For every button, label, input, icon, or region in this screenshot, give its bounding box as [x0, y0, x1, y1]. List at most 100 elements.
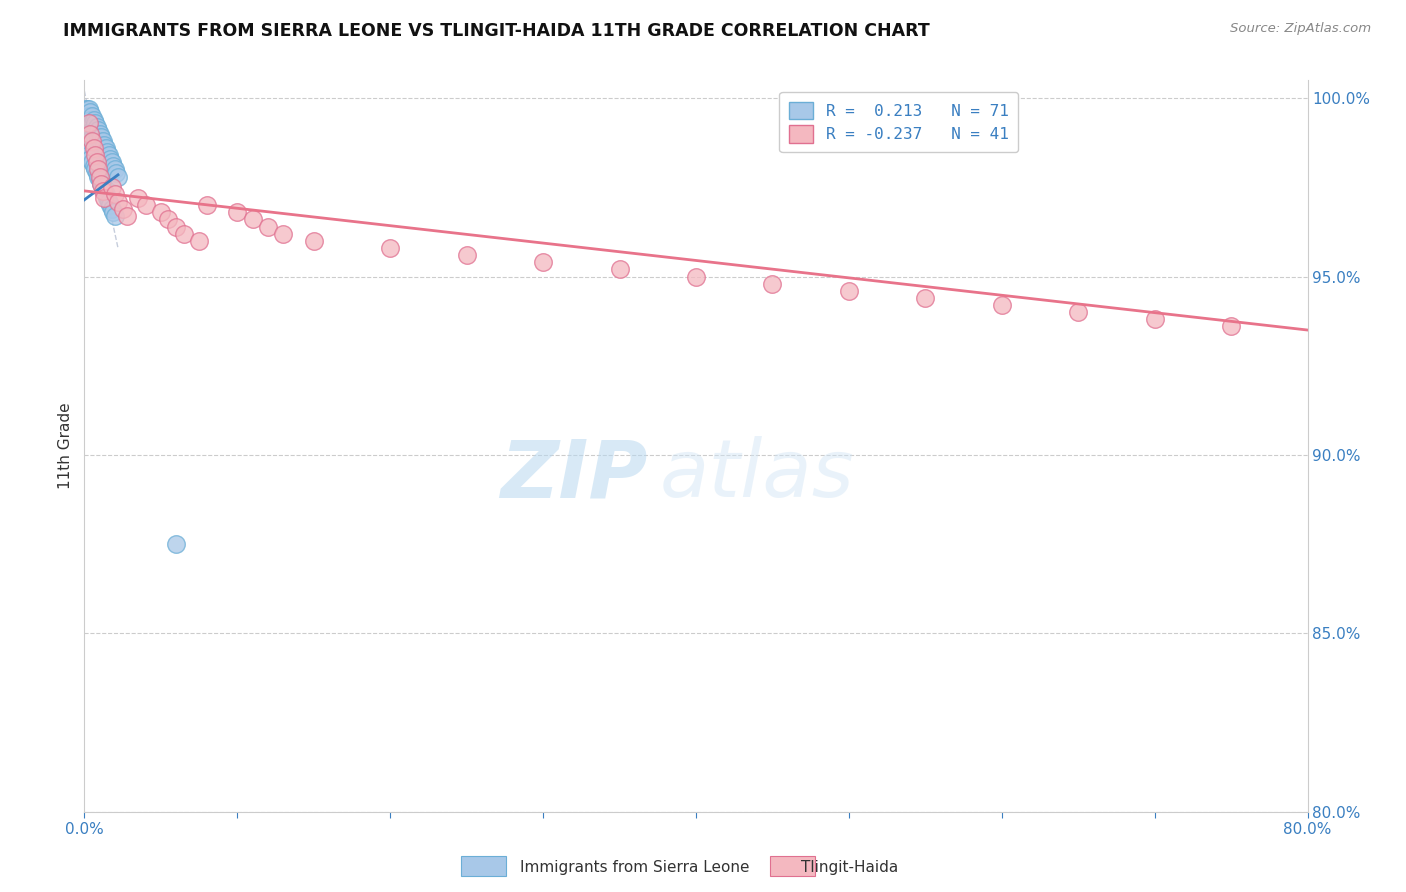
Point [76, 145, 98, 159]
Point [89, 173, 111, 187]
Point [91, 134, 114, 148]
Point [135, 198, 157, 212]
Point [97, 148, 120, 162]
Point [127, 191, 149, 205]
Point [75, 116, 97, 130]
Text: Immigrants from Sierra Leone: Immigrants from Sierra Leone [520, 860, 749, 874]
Point [89, 134, 111, 148]
Point [96, 191, 118, 205]
Point [84, 123, 107, 137]
Point [87, 123, 110, 137]
Point [96, 145, 118, 159]
Y-axis label: 11th Grade: 11th Grade [58, 402, 73, 490]
Point [111, 202, 134, 216]
Point [79, 120, 101, 134]
Point [80, 134, 103, 148]
Point [83, 141, 105, 155]
Point [101, 155, 124, 169]
Point [80, 109, 103, 123]
Point [104, 187, 127, 202]
Point [90, 177, 112, 191]
Point [76, 116, 98, 130]
Point [80, 116, 103, 130]
Point [271, 227, 294, 241]
Point [79, 105, 101, 120]
Point [157, 212, 180, 227]
Point [104, 162, 127, 177]
Point [87, 162, 110, 177]
Point [83, 127, 105, 141]
Point [103, 159, 125, 173]
Point [914, 291, 936, 305]
Point [79, 127, 101, 141]
Point [165, 537, 187, 551]
Point [94, 187, 117, 202]
Point [84, 148, 107, 162]
Point [91, 141, 114, 155]
Point [91, 180, 114, 194]
Point [75, 123, 97, 137]
Point [1220, 319, 1243, 334]
Point [90, 137, 112, 152]
Point [302, 234, 325, 248]
Point [80, 130, 103, 145]
Point [89, 127, 111, 141]
Point [76, 123, 98, 137]
Point [685, 269, 707, 284]
Point [77, 116, 100, 130]
Point [173, 227, 195, 241]
Point [75, 102, 97, 116]
Point [83, 159, 105, 173]
Point [90, 177, 112, 191]
Point [761, 277, 783, 291]
Point [97, 194, 120, 209]
Point [98, 152, 121, 166]
Point [609, 262, 631, 277]
Point [77, 123, 100, 137]
Point [91, 184, 114, 198]
Text: ZIP: ZIP [499, 436, 647, 515]
Point [98, 198, 121, 212]
Point [531, 255, 554, 269]
Point [79, 127, 101, 141]
Point [77, 137, 100, 152]
Point [76, 102, 98, 116]
FancyBboxPatch shape [770, 856, 815, 876]
Point [84, 116, 107, 130]
Point [93, 137, 115, 152]
Point [84, 130, 107, 145]
Point [257, 219, 280, 234]
Point [188, 234, 211, 248]
Point [84, 162, 107, 177]
Text: Source: ZipAtlas.com: Source: ZipAtlas.com [1230, 22, 1371, 36]
Point [1143, 312, 1166, 326]
Point [104, 209, 127, 223]
Point [149, 205, 172, 219]
Point [76, 137, 98, 152]
Point [103, 205, 125, 219]
Point [75, 134, 97, 148]
Text: Tlingit-Haida: Tlingit-Haida [801, 860, 898, 874]
Point [80, 123, 103, 137]
Point [115, 209, 138, 223]
Point [226, 205, 249, 219]
FancyBboxPatch shape [461, 856, 506, 876]
Point [79, 152, 101, 166]
Point [86, 155, 108, 169]
Point [107, 194, 129, 209]
Text: IMMIGRANTS FROM SIERRA LEONE VS TLINGIT-HAIDA 11TH GRADE CORRELATION CHART: IMMIGRANTS FROM SIERRA LEONE VS TLINGIT-… [63, 22, 929, 40]
Point [86, 166, 108, 180]
Point [87, 130, 110, 145]
Point [991, 298, 1014, 312]
Point [86, 120, 108, 134]
Point [76, 130, 98, 145]
Point [93, 184, 115, 198]
Point [94, 141, 117, 155]
Point [77, 109, 100, 123]
Point [86, 127, 108, 141]
Point [83, 120, 105, 134]
Point [101, 202, 124, 216]
Point [165, 219, 187, 234]
Point [77, 148, 100, 162]
Point [75, 109, 97, 123]
